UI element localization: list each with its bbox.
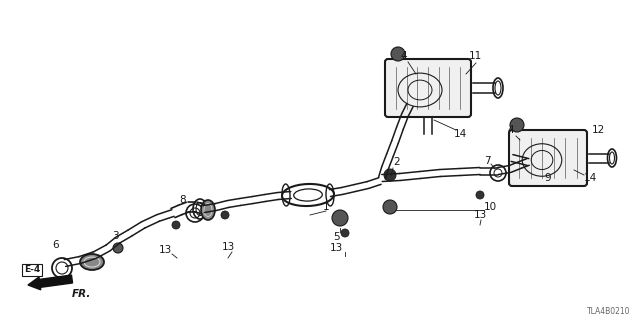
- Text: 13: 13: [221, 242, 235, 252]
- FancyBboxPatch shape: [385, 59, 471, 117]
- Text: 11: 11: [468, 51, 482, 61]
- Text: 14: 14: [453, 129, 467, 139]
- Text: 6: 6: [52, 240, 60, 250]
- Circle shape: [384, 169, 396, 181]
- Text: 1: 1: [323, 202, 330, 212]
- Text: 3: 3: [112, 231, 118, 241]
- FancyArrow shape: [28, 275, 72, 290]
- Text: 13: 13: [158, 245, 172, 255]
- FancyBboxPatch shape: [509, 130, 587, 186]
- Text: 10: 10: [483, 202, 497, 212]
- Circle shape: [476, 191, 484, 199]
- Text: 14: 14: [584, 173, 596, 183]
- Circle shape: [341, 229, 349, 237]
- Text: 2: 2: [394, 157, 400, 167]
- Text: 9: 9: [545, 173, 551, 183]
- Circle shape: [391, 47, 405, 61]
- Text: 13: 13: [474, 210, 486, 220]
- Text: 13: 13: [330, 243, 342, 253]
- Text: 7: 7: [484, 156, 490, 166]
- Text: 5: 5: [333, 232, 339, 242]
- Ellipse shape: [201, 200, 215, 220]
- Text: FR.: FR.: [72, 289, 92, 299]
- Text: TLA4B0210: TLA4B0210: [586, 307, 630, 316]
- Circle shape: [221, 211, 229, 219]
- Text: 12: 12: [591, 125, 605, 135]
- Text: E-4: E-4: [24, 266, 40, 275]
- Text: 4: 4: [508, 125, 515, 135]
- Circle shape: [332, 210, 348, 226]
- Circle shape: [510, 118, 524, 132]
- Ellipse shape: [80, 254, 104, 270]
- Circle shape: [172, 221, 180, 229]
- Text: 8: 8: [180, 195, 186, 205]
- Text: 4: 4: [401, 51, 407, 61]
- Ellipse shape: [113, 243, 123, 253]
- Circle shape: [383, 200, 397, 214]
